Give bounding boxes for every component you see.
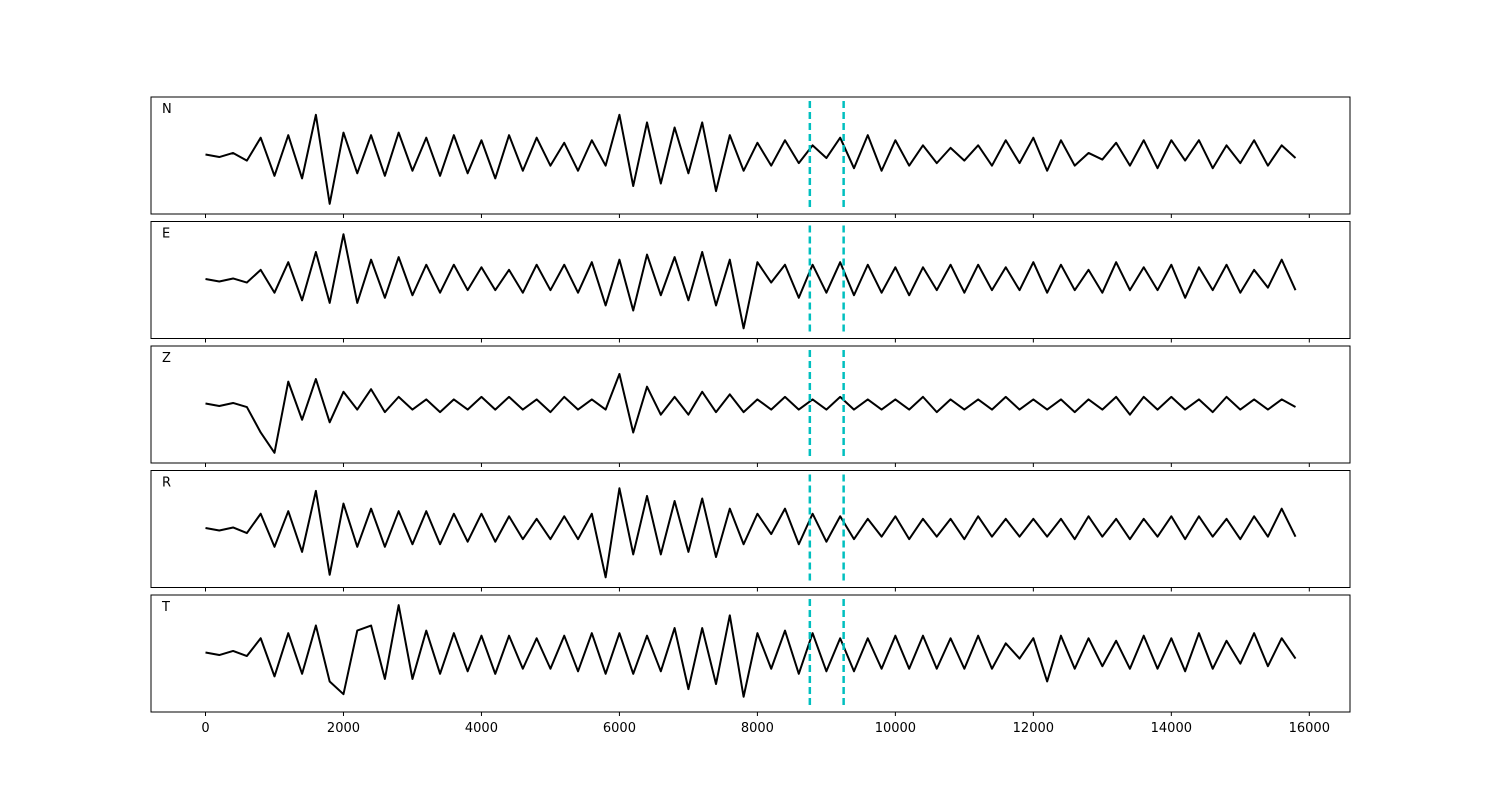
panel-label: Z	[162, 351, 171, 366]
trace	[205, 487, 1297, 579]
panel-frame	[150, 345, 1351, 464]
trace	[205, 233, 1297, 330]
x-tick-label: 10000	[875, 721, 916, 736]
x-tick-label: 14000	[1151, 721, 1192, 736]
trace	[205, 372, 1296, 454]
x-tick-label: 6000	[603, 721, 636, 736]
x-tick-label: 2000	[327, 721, 360, 736]
panel-label: R	[162, 476, 171, 491]
trace	[205, 113, 1297, 205]
panel-frame	[150, 221, 1351, 339]
x-tick-label: 12000	[1013, 721, 1054, 736]
panel-frame	[150, 96, 1351, 215]
x-tick-label: 16000	[1289, 721, 1330, 736]
panel-label: T	[161, 600, 170, 615]
panel-frame	[150, 470, 1351, 588]
x-tick-label: 4000	[465, 721, 498, 736]
x-tick-label: 8000	[741, 721, 774, 736]
panel-label: E	[162, 227, 170, 242]
x-tick-label: 0	[201, 721, 209, 736]
panel-frame	[150, 594, 1351, 713]
trace	[205, 604, 1297, 698]
panel-label: N	[162, 102, 172, 117]
